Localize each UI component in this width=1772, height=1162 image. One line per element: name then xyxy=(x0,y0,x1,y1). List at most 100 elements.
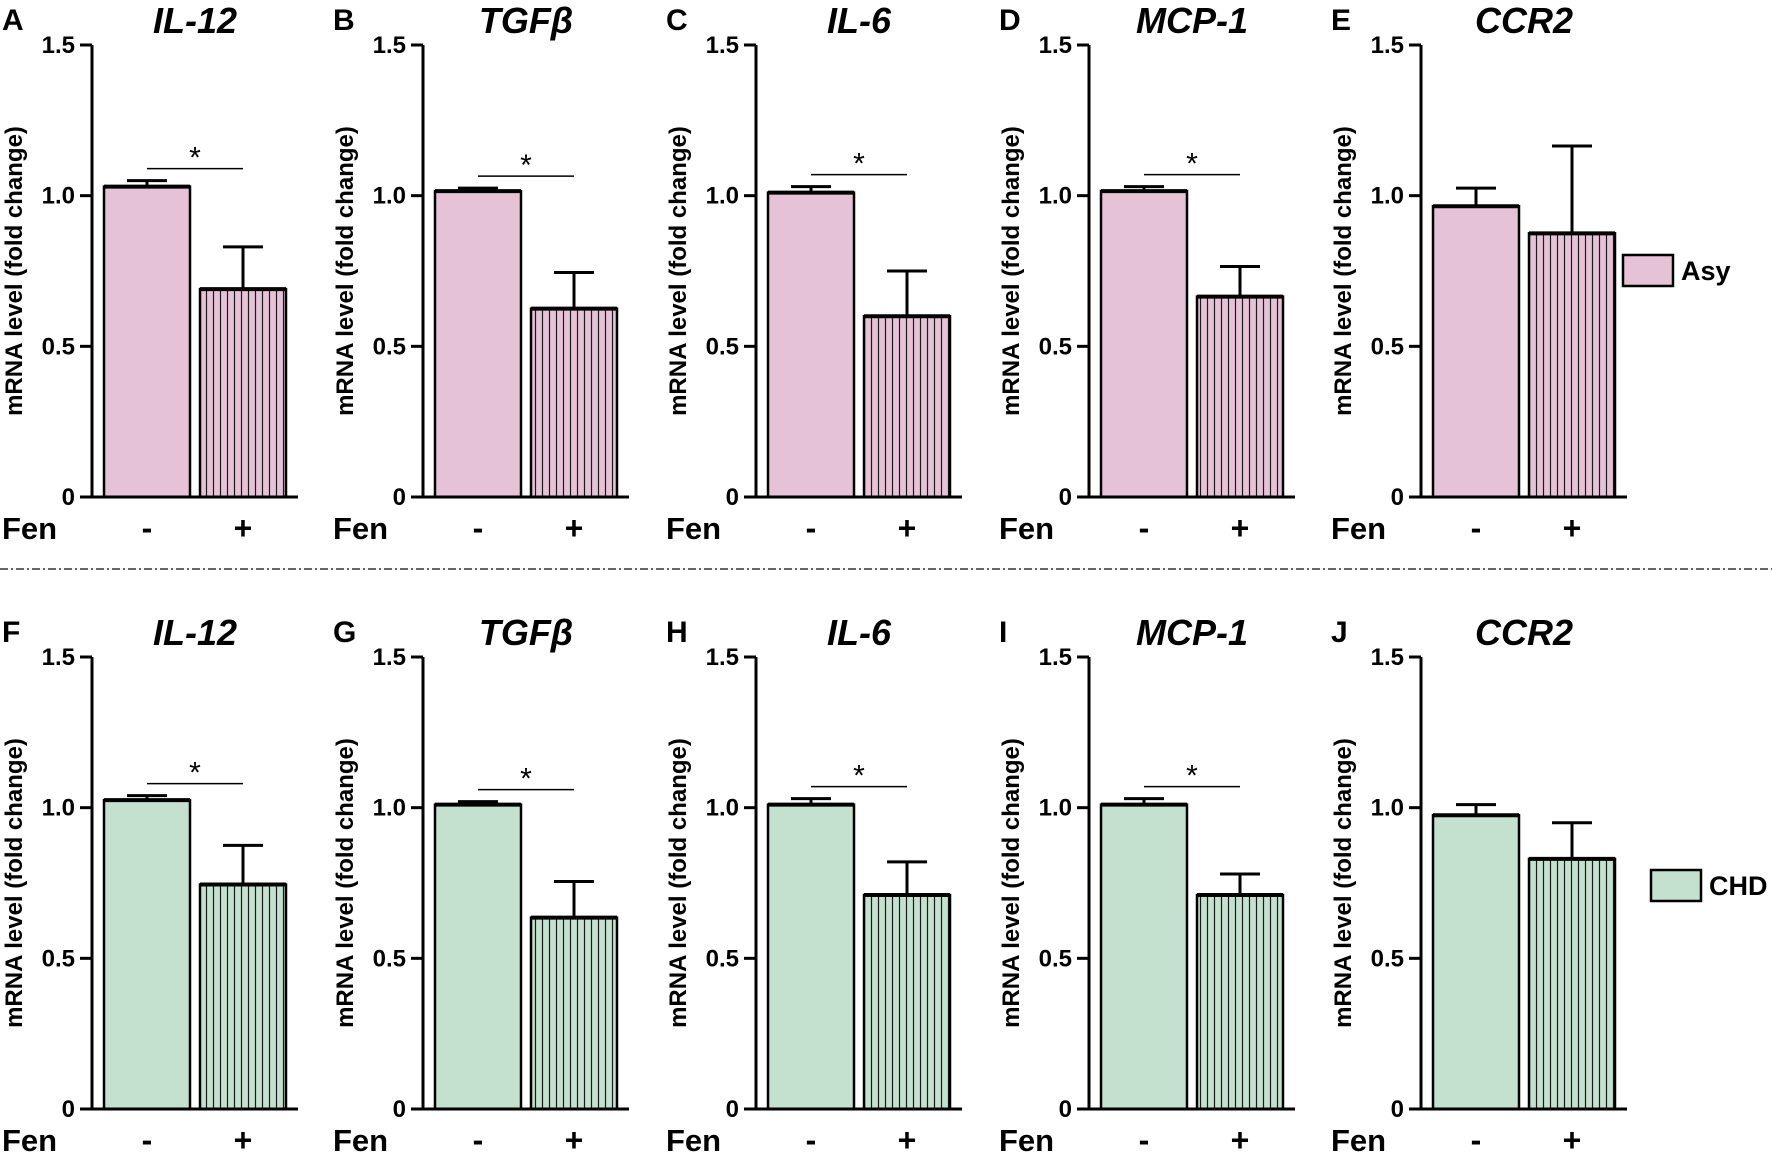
y-tick-label: 0.5 xyxy=(42,333,75,360)
bar-fen-plus xyxy=(862,314,952,499)
x-category-label: - xyxy=(806,1122,817,1158)
bar-fen-plus xyxy=(1195,893,1285,1111)
panel-J: J CCR2 mRNA level (fold change) 0 0.5 1.0 1.5 -… xyxy=(1330,612,1627,1158)
legend: Asy CHD xyxy=(1621,253,1768,903)
x-axis-label: Fen xyxy=(666,511,721,546)
y-tick-label: 1.0 xyxy=(1039,183,1072,210)
bar-fen-minus xyxy=(1099,189,1189,499)
x-axis-label: Fen xyxy=(666,1123,721,1158)
y-tick-label: 1.5 xyxy=(42,644,75,671)
y-tick-label: 0.5 xyxy=(1039,333,1072,360)
bar-fen-minus xyxy=(102,185,192,499)
y-tick-label: 1.0 xyxy=(373,183,406,210)
y-axis-label: mRNA level (fold change) xyxy=(998,126,1025,416)
panel-letter: A xyxy=(2,4,24,37)
y-tick-label: 0 xyxy=(726,484,739,511)
bar-fen-minus xyxy=(766,191,856,499)
x-category-label: - xyxy=(806,510,817,546)
x-category-label: + xyxy=(565,1122,584,1158)
panel-letter: F xyxy=(2,616,20,649)
significance-star: * xyxy=(1186,760,1198,793)
x-category-label: - xyxy=(473,510,484,546)
legend-swatch xyxy=(1621,253,1675,288)
significance-star: * xyxy=(189,757,201,790)
significance-star: * xyxy=(189,142,201,175)
chart-title: MCP-1 xyxy=(1136,612,1248,653)
x-axis-label: Fen xyxy=(999,1123,1054,1158)
chart-title: MCP-1 xyxy=(1136,0,1248,41)
x-category-label: - xyxy=(473,1122,484,1158)
y-tick-label: 1.0 xyxy=(706,183,739,210)
x-category-label: + xyxy=(898,510,917,546)
bar-fen-plus xyxy=(529,916,619,1111)
y-tick-label: 1.0 xyxy=(42,183,75,210)
y-tick-label: 0 xyxy=(1059,1096,1072,1123)
significance-star: * xyxy=(520,149,532,182)
y-tick-label: 0 xyxy=(726,1096,739,1123)
bar-fen-plus xyxy=(198,883,288,1111)
x-category-label: + xyxy=(898,1122,917,1158)
bar-fen-plus xyxy=(862,893,952,1111)
x-category-label: + xyxy=(1231,1122,1250,1158)
panel-I: I MCP-1 mRNA level (fold change) 0 0.5 1.0 1.5… xyxy=(998,612,1295,1158)
x-category-label: - xyxy=(1471,510,1482,546)
legend-label: CHD xyxy=(1709,871,1768,901)
x-category-label: + xyxy=(234,510,253,546)
panel-H: H IL-6 mRNA level (fold change) 0 0.5 1.0 1.5 -… xyxy=(665,612,962,1158)
bar-fen-minus xyxy=(766,803,856,1111)
panel-letter: B xyxy=(333,4,355,37)
y-tick-label: 0 xyxy=(62,484,75,511)
panel-letter: C xyxy=(666,4,688,37)
bar-fen-minus xyxy=(433,189,523,499)
y-tick-label: 0.5 xyxy=(373,333,406,360)
bar-fen-minus xyxy=(433,803,523,1111)
panel-B: B TGFβ mRNA level (fold change) 0 0.5 1.0 1.5 -… xyxy=(332,0,629,546)
x-category-label: - xyxy=(142,1122,153,1158)
panel-letter: E xyxy=(1331,4,1351,37)
x-category-label: + xyxy=(1563,510,1582,546)
bar-fen-plus xyxy=(529,307,619,499)
y-axis-label: mRNA level (fold change) xyxy=(332,126,359,416)
legend-swatch xyxy=(1649,868,1703,903)
y-tick-label: 1.0 xyxy=(1371,183,1404,210)
x-axis-label: Fen xyxy=(1331,511,1386,546)
significance-star: * xyxy=(1186,148,1198,181)
panel-C: C IL-6 mRNA level (fold change) 0 0.5 1.0 1.5 -… xyxy=(665,0,962,546)
y-tick-label: 0.5 xyxy=(706,945,739,972)
x-category-label: - xyxy=(1139,1122,1150,1158)
x-axis-label: Fen xyxy=(333,1123,388,1158)
significance-star: * xyxy=(853,148,865,181)
y-tick-label: 0.5 xyxy=(373,945,406,972)
y-tick-label: 1.0 xyxy=(1371,795,1404,822)
y-tick-label: 1.5 xyxy=(373,32,406,59)
y-tick-label: 1.5 xyxy=(1039,32,1072,59)
y-axis-label: mRNA level (fold change) xyxy=(1330,126,1357,416)
significance-star: * xyxy=(853,760,865,793)
panel-E: E CCR2 mRNA level (fold change) 0 0.5 1.0 1.5 -… xyxy=(1330,0,1627,546)
chart-title: TGFβ xyxy=(479,0,573,41)
bar-fen-plus xyxy=(1527,232,1617,499)
y-tick-label: 1.0 xyxy=(1039,795,1072,822)
y-tick-label: 1.5 xyxy=(1371,32,1404,59)
x-category-label: - xyxy=(1471,1122,1482,1158)
y-tick-label: 1.5 xyxy=(1039,644,1072,671)
y-axis-label: mRNA level (fold change) xyxy=(998,738,1025,1028)
y-tick-label: 0 xyxy=(1391,484,1404,511)
x-category-label: + xyxy=(1231,510,1250,546)
x-category-label: - xyxy=(142,510,153,546)
bar-fen-plus xyxy=(1527,857,1617,1111)
panel-letter: J xyxy=(1331,616,1348,649)
panel-D: D MCP-1 mRNA level (fold change) 0 0.5 1.0 1.5… xyxy=(998,0,1295,546)
x-axis-label: Fen xyxy=(2,1123,57,1158)
y-tick-label: 1.5 xyxy=(42,32,75,59)
x-axis-label: Fen xyxy=(2,511,57,546)
panel-A: A IL-12 mRNA level (fold change) 0 0.5 1.0 1.5… xyxy=(1,0,298,546)
panel-F: F IL-12 mRNA level (fold change) 0 0.5 1.0 1.5… xyxy=(1,612,298,1158)
bar-fen-minus xyxy=(1431,204,1521,499)
y-tick-label: 0.5 xyxy=(1371,333,1404,360)
panel-letter: G xyxy=(333,616,356,649)
y-axis-label: mRNA level (fold change) xyxy=(1330,738,1357,1028)
bar-fen-plus xyxy=(198,287,288,499)
y-tick-label: 0 xyxy=(1391,1096,1404,1123)
